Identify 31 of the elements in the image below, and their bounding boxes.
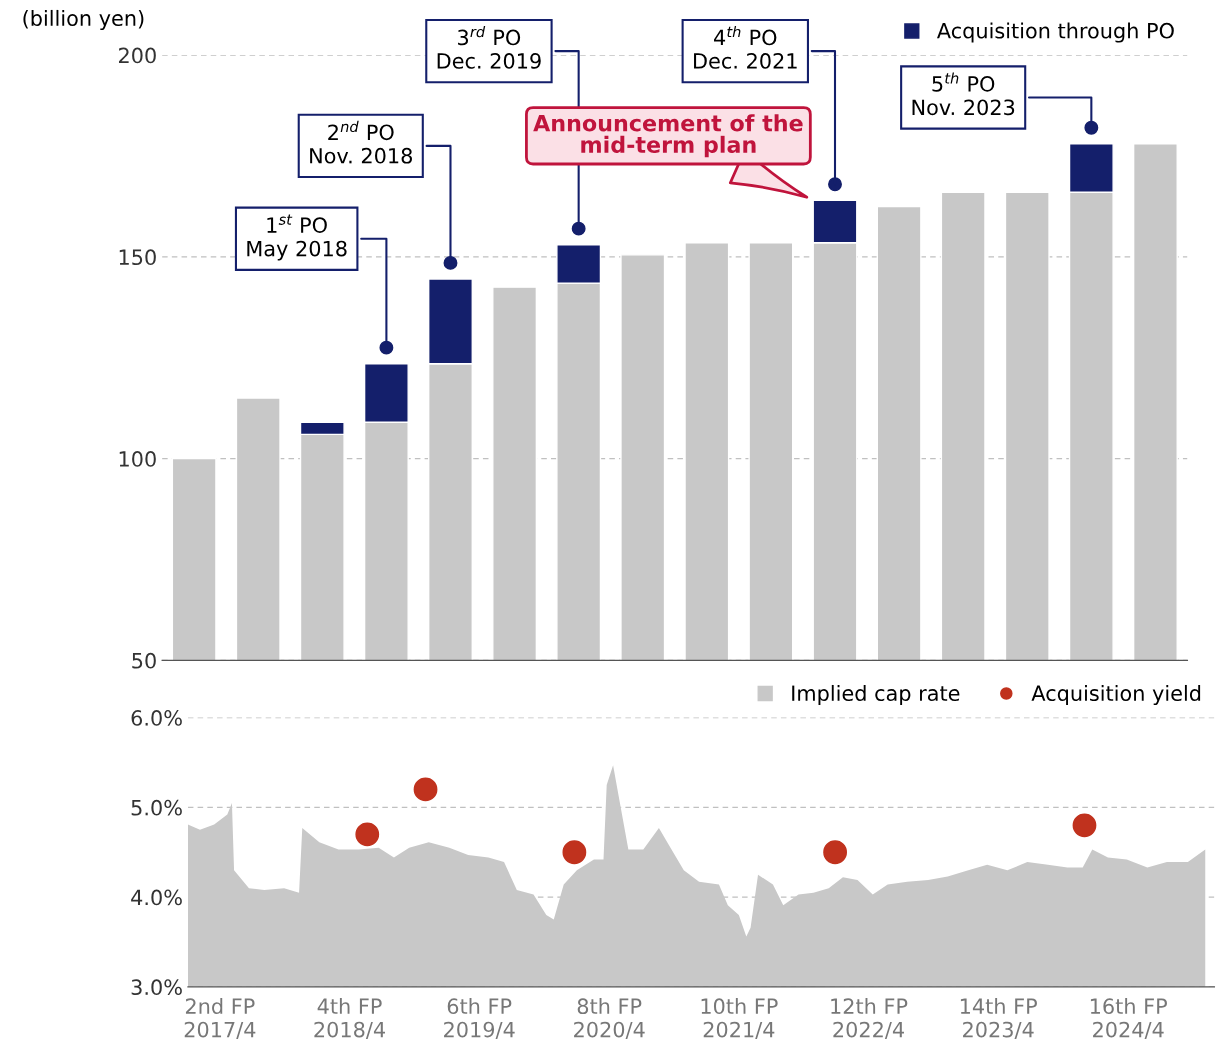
annotation: 3$^{rd}$ PO Dec. 2019 <box>437 26 541 69</box>
y-tick-label: 150 <box>119 249 156 266</box>
y-tick-label: 4.0% <box>131 889 182 906</box>
x-tick-label: 16th FP 2024/4 <box>1090 997 1167 1040</box>
legend-label: Acquisition yield <box>1031 684 1201 706</box>
legend-label: Implied cap rate <box>792 684 960 706</box>
legend-label: Acquisition through PO <box>936 22 1174 43</box>
x-tick-label: 4th FP 2018/4 <box>314 997 385 1040</box>
point <box>355 822 380 847</box>
y-tick-label: 5.0% <box>131 799 182 816</box>
x-tick-label: 14th FP 2023/4 <box>960 997 1037 1040</box>
x-tick-label: 12th FP 2022/4 <box>831 997 908 1040</box>
x-tick-label: 10th FP 2021/4 <box>701 997 778 1040</box>
annotation: 5$^{th}$ PO Nov. 2023 <box>912 72 1015 116</box>
point <box>562 840 587 865</box>
y-tick-label: 50 <box>132 652 156 669</box>
y-tick-label: 100 <box>119 451 156 467</box>
y-tick-label: 3.0% <box>131 979 182 996</box>
y-tick-label: 200 <box>119 47 156 64</box>
y-axis-title: (billion yen) <box>23 9 144 31</box>
point <box>823 840 848 865</box>
point <box>413 777 438 802</box>
annotation: 1$^{st}$ PO May 2018 <box>247 214 347 261</box>
annotation: Announcement of the mid-term plan <box>533 114 803 158</box>
y-tick-label: 6.0% <box>131 710 182 726</box>
annotation: 4$^{th}$ PO Dec. 2021 <box>694 26 797 69</box>
annotation: 2$^{nd}$ PO Nov. 2018 <box>310 120 412 164</box>
point <box>1072 813 1097 838</box>
x-tick-label: 8th FP 2020/4 <box>574 997 645 1040</box>
x-tick-label: 6th FP 2019/4 <box>444 997 515 1040</box>
x-tick-label: 2nd FP 2017/4 <box>184 997 256 1040</box>
